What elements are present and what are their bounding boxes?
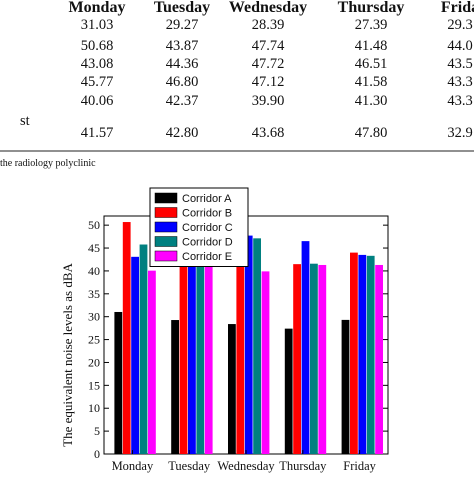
table-cell: 41.30 <box>355 93 388 109</box>
table-cell: 45.77 <box>81 74 114 90</box>
bar-corridor-d-monday <box>139 244 148 454</box>
y-tick-label: 15 <box>88 378 100 392</box>
bar-corridor-a-tuesday <box>171 320 179 454</box>
table-cell: 47.72 <box>252 56 285 72</box>
bar-corridor-c-wednesday <box>244 235 253 454</box>
legend-swatch <box>154 207 178 218</box>
legend-swatch <box>154 250 178 262</box>
y-tick-label: 0 <box>94 447 100 461</box>
bar-corridor-d-wednesday <box>253 238 261 454</box>
table-header-row: Monday Tuesday Wednesday Thursday Frida <box>69 0 474 16</box>
table-cell: 41.48 <box>355 38 388 54</box>
bar-corridor-d-friday <box>366 255 375 454</box>
legend-swatch <box>154 236 178 247</box>
table-cell: 44.36 <box>166 56 199 72</box>
bar-corridor-d-thursday <box>310 263 318 454</box>
bar-corridor-a-thursday <box>284 328 293 454</box>
y-tick-label: 25 <box>88 333 100 347</box>
table-body: 31.03 29.27 28.39 27.39 29.3 50.68 43.87 47.74 4… <box>81 17 473 141</box>
table-cell: 43.3 <box>447 74 472 90</box>
table-cell: 47.80 <box>355 125 388 141</box>
y-axis-ticks: 0 5 10 15 20 25 30 35 40 45 50 <box>88 218 388 461</box>
table-cell: 42.80 <box>166 125 199 141</box>
table-cell: 46.51 <box>355 56 388 72</box>
x-category-label: Thursday <box>279 459 327 473</box>
table-cell: 47.12 <box>252 74 285 90</box>
table-cell: 27.39 <box>355 17 388 33</box>
table-cell: 47.74 <box>252 38 285 54</box>
table-row-label-fragment: st <box>20 113 30 129</box>
bar-corridor-c-tuesday <box>188 250 196 454</box>
legend-swatch <box>154 221 178 233</box>
bar-corridor-e-monday <box>148 270 156 454</box>
table-cell: 41.57 <box>81 125 114 141</box>
bar-corridor-a-wednesday <box>228 324 236 454</box>
table-cell: 28.39 <box>252 17 285 33</box>
table-cell: 29.3 <box>447 17 472 33</box>
legend-label: Corridor A <box>182 193 232 205</box>
table-footnote: the radiology polyclinic <box>0 158 96 169</box>
table-header-0: Monday <box>69 0 126 16</box>
y-tick-label: 50 <box>88 218 100 232</box>
table-cell: 43.5 <box>447 56 472 72</box>
bar-corridor-b-wednesday <box>236 235 245 454</box>
table-header-2: Wednesday <box>229 0 307 16</box>
legend-label: Corridor C <box>182 222 233 234</box>
table-cell: 31.03 <box>81 17 114 33</box>
x-category-label: Monday <box>112 459 154 473</box>
bar-corridor-e-tuesday <box>204 260 213 454</box>
y-tick-label: 30 <box>88 310 100 324</box>
y-axis-label: The equivalent noise levels as dBA <box>60 263 75 447</box>
table-cell: 44.0 <box>447 38 472 54</box>
x-category-label: Friday <box>343 459 376 473</box>
bar-corridor-c-monday <box>131 256 139 454</box>
legend-swatch <box>154 192 178 204</box>
bar-corridor-c-thursday <box>301 241 310 454</box>
table-header-1: Tuesday <box>154 0 210 16</box>
x-category-label: Wednesday <box>217 459 275 473</box>
data-table: Monday Tuesday Wednesday Thursday Frida 31.0… <box>0 0 474 169</box>
bar-corridor-b-monday <box>122 222 131 454</box>
table-cell: 43.3 <box>447 93 472 109</box>
bar-corridor-b-friday <box>350 252 358 454</box>
bars <box>114 222 383 454</box>
y-tick-label: 20 <box>88 355 100 369</box>
legend: Corridor A Corridor B Corridor C Corridor D… <box>149 187 249 267</box>
bar-corridor-b-thursday <box>293 264 301 454</box>
bar-corridor-e-wednesday <box>261 271 270 454</box>
table-header-4: Frida <box>441 0 474 16</box>
x-category-label: Tuesday <box>168 459 211 473</box>
y-tick-label: 40 <box>88 264 100 278</box>
table-cell: 42.37 <box>166 93 199 109</box>
y-tick-label: 35 <box>88 287 100 301</box>
y-tick-label: 45 <box>88 241 100 255</box>
table-cell: 50.68 <box>81 38 114 54</box>
bar-corridor-a-friday <box>341 319 350 454</box>
table-cell: 43.08 <box>81 56 114 72</box>
bar-chart: 0 5 10 15 20 25 30 35 40 45 50 Monday Tuesday Wednes… <box>60 187 389 473</box>
bar-corridor-b-tuesday <box>179 253 188 454</box>
bar-corridor-a-monday <box>114 311 123 454</box>
x-axis-categories: Monday Tuesday Wednesday Thursday Friday <box>112 450 377 473</box>
legend-label: Corridor D <box>182 237 233 249</box>
bar-corridor-e-thursday <box>318 264 327 454</box>
y-tick-label: 10 <box>88 401 100 415</box>
table-cell: 46.80 <box>166 74 199 90</box>
table-header-3: Thursday <box>338 0 405 16</box>
bar-corridor-d-tuesday <box>196 239 205 454</box>
legend-label: Corridor E <box>182 251 232 263</box>
table-cell: 29.27 <box>166 17 199 33</box>
y-tick-label: 5 <box>94 424 100 438</box>
bar-corridor-c-friday <box>358 254 367 454</box>
table-cell: 32.9 <box>447 125 472 141</box>
legend-label: Corridor B <box>182 208 232 220</box>
table-cell: 41.58 <box>355 74 388 90</box>
table-cell: 39.90 <box>252 93 285 109</box>
table-cell: 40.06 <box>81 93 114 109</box>
table-cell: 43.68 <box>252 125 285 141</box>
table-cell: 43.87 <box>166 38 199 54</box>
bar-corridor-e-friday <box>375 264 383 454</box>
